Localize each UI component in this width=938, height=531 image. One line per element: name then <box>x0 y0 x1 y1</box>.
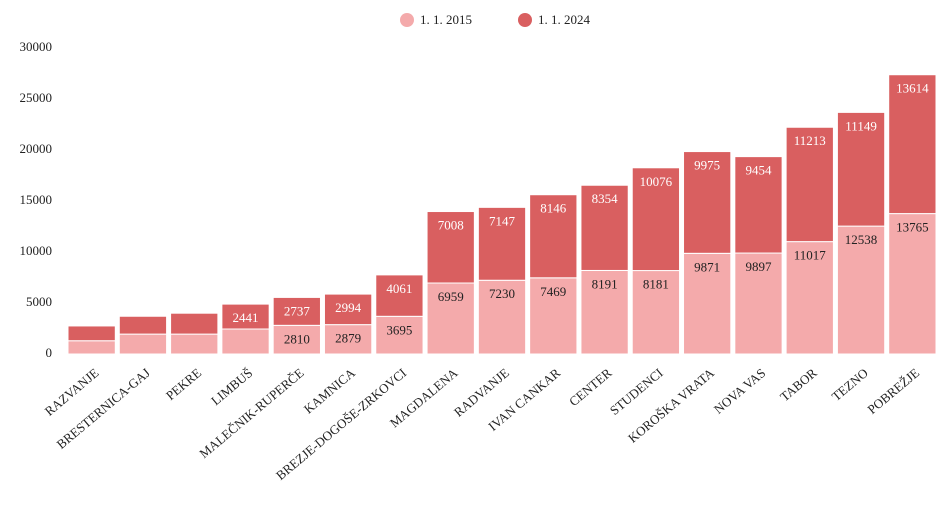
data-label: 8146 <box>540 201 567 216</box>
bar-segment <box>580 184 629 271</box>
bar-segment <box>170 312 219 335</box>
data-label: 10076 <box>640 174 673 189</box>
x-tick-label: NOVA VAS <box>711 365 769 417</box>
x-tick-label: PEKRE <box>163 365 204 403</box>
data-label: 9975 <box>694 158 720 173</box>
bar-segment <box>67 325 116 342</box>
bar-segment <box>477 206 527 281</box>
bar-segment <box>888 74 937 215</box>
data-label: 3695 <box>386 322 412 337</box>
x-tick-label: TABOR <box>777 365 820 404</box>
data-label: 8354 <box>592 191 619 206</box>
data-label: 2441 <box>233 310 259 325</box>
bar-segment <box>170 333 219 355</box>
x-tick-label: BRESTERNICA-GAJ <box>54 365 153 452</box>
bar-segment <box>734 252 783 355</box>
bar-segment <box>631 167 681 272</box>
data-label: 11213 <box>794 133 826 148</box>
y-tick-label: 15000 <box>20 192 53 207</box>
data-label: 2810 <box>284 331 310 346</box>
bar-segment <box>375 315 424 355</box>
bar-segment <box>785 241 834 355</box>
data-label: 8181 <box>643 277 669 292</box>
data-label: 2737 <box>284 303 311 318</box>
data-label: 11149 <box>845 118 877 133</box>
data-label: 8191 <box>592 276 618 291</box>
data-label: 7230 <box>489 286 515 301</box>
y-tick-label: 30000 <box>20 39 53 54</box>
y-tick-label: 25000 <box>20 90 53 105</box>
x-tick-label: LIMBUŠ <box>208 365 255 408</box>
data-label: 7469 <box>540 284 566 299</box>
bar-segment <box>888 213 937 355</box>
data-label: 13765 <box>896 220 929 235</box>
legend-label: 1. 1. 2024 <box>538 12 591 27</box>
bar-segment <box>323 293 373 326</box>
bar-segment <box>221 328 270 355</box>
bar-segment <box>221 303 270 330</box>
data-label: 13614 <box>896 81 929 96</box>
y-tick-label: 10000 <box>20 243 53 258</box>
data-label: 12538 <box>845 232 878 247</box>
bar-segment <box>836 225 886 355</box>
bar-segment <box>683 151 732 254</box>
data-label: 6959 <box>438 289 464 304</box>
bar-segment <box>529 277 578 355</box>
bar-segment <box>580 269 629 355</box>
legend-swatch <box>400 13 414 27</box>
y-tick-label: 20000 <box>20 141 53 156</box>
bar-segment <box>426 211 475 284</box>
y-tick-label: 5000 <box>26 294 52 309</box>
data-label: 7147 <box>489 213 516 228</box>
data-label: 9454 <box>745 163 772 178</box>
data-label: 9871 <box>694 259 720 274</box>
bar-segment <box>426 282 475 355</box>
x-tick-label: KOROŠKA VRATA <box>625 365 717 446</box>
bar-segment <box>477 279 527 355</box>
y-tick-label: 0 <box>46 345 53 360</box>
bar-segment <box>118 333 168 355</box>
data-label: 7008 <box>438 218 464 233</box>
bar-segment <box>272 296 321 326</box>
x-tick-label: TEZNO <box>829 365 871 404</box>
bar-segment <box>631 270 681 355</box>
legend-swatch <box>518 13 532 27</box>
bar-segment <box>67 340 116 355</box>
bar-segment <box>683 252 732 355</box>
bar-segment <box>734 156 783 254</box>
data-label: 4061 <box>386 281 412 296</box>
bar-segment <box>118 315 168 335</box>
data-label: 2994 <box>335 300 362 315</box>
bar-segment <box>836 111 886 227</box>
bar-segment <box>529 194 578 279</box>
data-label: 2879 <box>335 331 361 346</box>
legend-label: 1. 1. 2015 <box>420 12 472 27</box>
x-tick-label: CENTER <box>566 365 615 409</box>
data-label: 9897 <box>745 259 772 274</box>
bar-segment <box>785 126 834 243</box>
bar-segment <box>375 274 424 317</box>
x-tick-label: POBREŽJE <box>864 365 922 417</box>
data-label: 11017 <box>794 248 827 263</box>
